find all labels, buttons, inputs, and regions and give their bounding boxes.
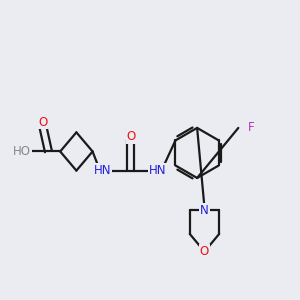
Text: N: N: [200, 204, 209, 217]
Text: HN: HN: [148, 164, 166, 177]
Text: HN: HN: [94, 164, 112, 177]
Text: O: O: [126, 130, 136, 143]
Text: O: O: [38, 116, 47, 128]
Text: HO: HO: [13, 145, 31, 158]
Text: F: F: [248, 122, 255, 134]
Text: O: O: [200, 245, 209, 258]
